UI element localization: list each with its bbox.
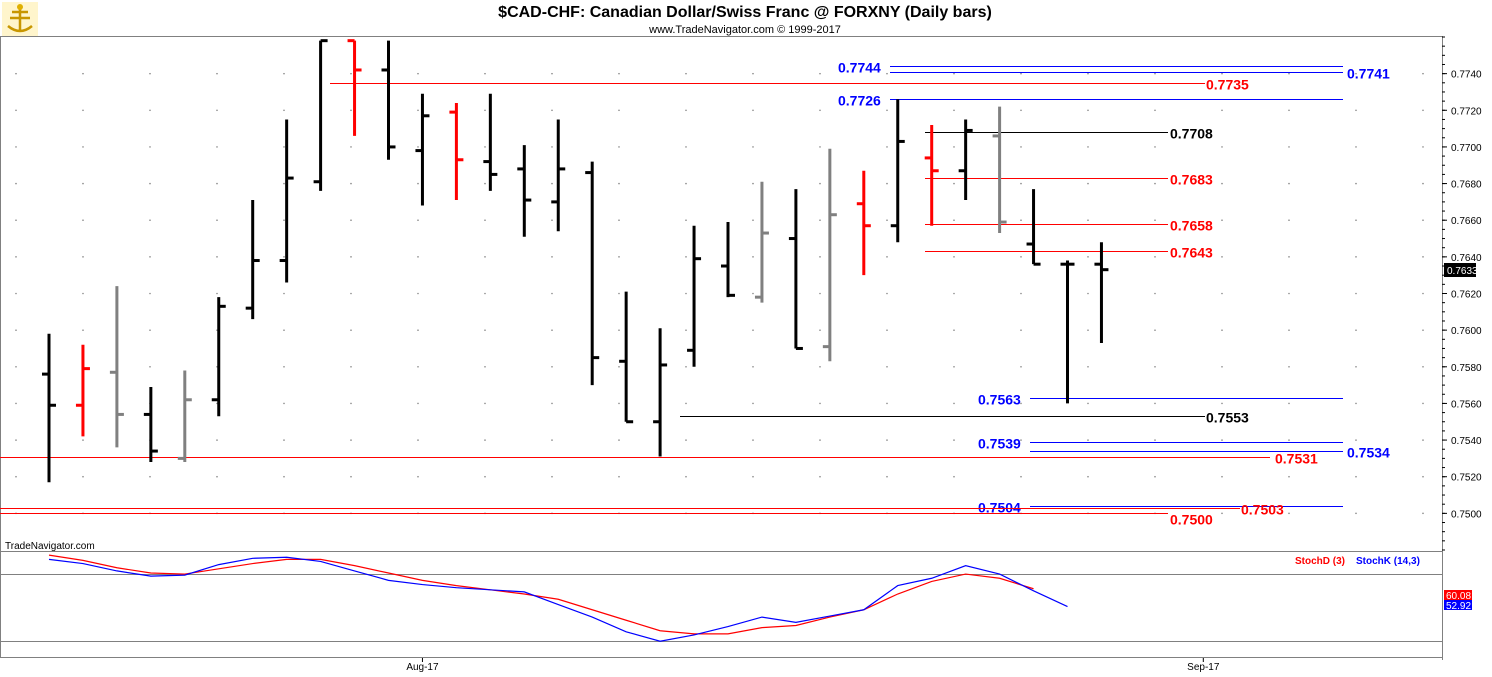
y-tick-label: 0.7720 xyxy=(1451,106,1482,117)
ohlc-bar xyxy=(245,200,260,320)
level-label: 0.7741 xyxy=(1347,66,1390,82)
level-label: 0.7500 xyxy=(1170,512,1213,528)
level-label: 0.7683 xyxy=(1170,172,1213,188)
level-label: 0.7708 xyxy=(1170,126,1213,142)
level-label: 0.7539 xyxy=(978,436,1021,452)
ohlc-bar xyxy=(279,119,294,283)
level-lines: 0.7744 0.7741 0.7735 0.7726 0.7708 0.7683 0.76… xyxy=(0,60,1390,528)
stochd-last-value: 60.08 xyxy=(1446,591,1471,602)
trade-navigator-logo-icon xyxy=(2,2,38,36)
y-tick-label: 0.7740 xyxy=(1451,70,1482,81)
ohlc-bar xyxy=(551,119,566,232)
y-tick-label: 0.7660 xyxy=(1451,216,1482,227)
ohlc-bar xyxy=(143,386,158,463)
level-label: 0.7726 xyxy=(838,93,881,109)
ohlc-bar xyxy=(313,39,328,191)
price-axis: 0.7500 0.7520 0.7540 0.7560 0.7580 0.7600 0.76… xyxy=(1442,36,1482,551)
stochk-last-value: 52.92 xyxy=(1446,601,1471,612)
chart-subtitle: www.TradeNavigator.com © 1999-2017 xyxy=(648,24,841,36)
ohlc-bar xyxy=(517,145,532,237)
ohlc-bar xyxy=(822,148,837,362)
stochd-line xyxy=(48,554,1034,635)
y-tick-label: 0.7680 xyxy=(1451,180,1482,191)
date-axis: Aug-17 Sep-17 xyxy=(406,658,1220,673)
x-tick-label: Aug-17 xyxy=(406,662,439,673)
level-label: 0.7744 xyxy=(838,60,881,76)
level-label: 0.7563 xyxy=(978,392,1021,408)
ohlc-bar xyxy=(856,170,871,276)
watermark: TradeNavigator.com xyxy=(5,541,95,552)
level-label: 0.7503 xyxy=(1241,502,1284,518)
ohlc-bar xyxy=(890,99,905,243)
ohlc-bar xyxy=(958,119,973,201)
y-tick-label: 0.7520 xyxy=(1451,473,1482,484)
ohlc-bar xyxy=(42,333,56,483)
ohlc-bar xyxy=(109,286,124,448)
y-tick-label: 0.7700 xyxy=(1451,143,1482,154)
level-label: 0.7504 xyxy=(978,500,1021,516)
stoch-value-tags: 60.08 52.92 xyxy=(1444,590,1472,612)
ohlc-bar xyxy=(992,106,1007,234)
y-tick-label: 0.7620 xyxy=(1451,290,1482,301)
level-label: 0.7735 xyxy=(1206,77,1249,93)
ohlc-bar xyxy=(483,93,498,191)
ohlc-bar xyxy=(347,39,362,136)
stochk-line xyxy=(48,556,1068,642)
chart-title: $CAD-CHF: Canadian Dollar/Swiss Franc @ … xyxy=(498,4,992,21)
ohlc-bar xyxy=(924,124,939,226)
ohlc-bar xyxy=(721,222,735,298)
ohlc-bar xyxy=(177,370,192,463)
ohlc-bar xyxy=(75,344,90,437)
y-tick-label: 0.7500 xyxy=(1451,509,1482,520)
ohlc-bar xyxy=(449,102,464,201)
ohlc-bar xyxy=(415,93,430,206)
level-label: 0.7643 xyxy=(1170,245,1213,261)
y-tick-label: 0.7600 xyxy=(1451,326,1482,337)
stochastic-lines xyxy=(48,554,1068,642)
ohlc-bar xyxy=(1094,242,1109,343)
y-tick-label: 0.7640 xyxy=(1451,253,1482,264)
level-label: 0.7658 xyxy=(1170,218,1213,234)
y-tick-label: 0.7540 xyxy=(1451,436,1482,447)
legend-stochk: StochK (14,3) xyxy=(1356,556,1420,567)
level-label: 0.7531 xyxy=(1275,451,1318,467)
ohlc-bar xyxy=(687,225,702,367)
last-price-tag: 0.7633 xyxy=(1444,263,1478,277)
x-tick-label: Sep-17 xyxy=(1187,662,1220,673)
level-label: 0.7553 xyxy=(1206,410,1249,426)
price-bars xyxy=(42,39,1109,483)
svg-text:0.7633: 0.7633 xyxy=(1447,266,1478,277)
ohlc-bar xyxy=(754,181,769,303)
legend-stochd: StochD (3) xyxy=(1295,556,1345,567)
level-label: 0.7534 xyxy=(1347,445,1390,461)
y-tick-label: 0.7560 xyxy=(1451,399,1482,410)
ohlc-bar xyxy=(211,297,226,417)
ohlc-bar xyxy=(1060,260,1075,404)
ohlc-bar xyxy=(653,328,668,457)
ohlc-bar xyxy=(788,189,803,350)
ohlc-bar xyxy=(619,291,634,424)
y-tick-label: 0.7580 xyxy=(1451,363,1482,374)
ohlc-bar xyxy=(585,161,600,386)
ohlc-bar xyxy=(381,40,396,160)
ohlc-bar xyxy=(1026,189,1041,266)
